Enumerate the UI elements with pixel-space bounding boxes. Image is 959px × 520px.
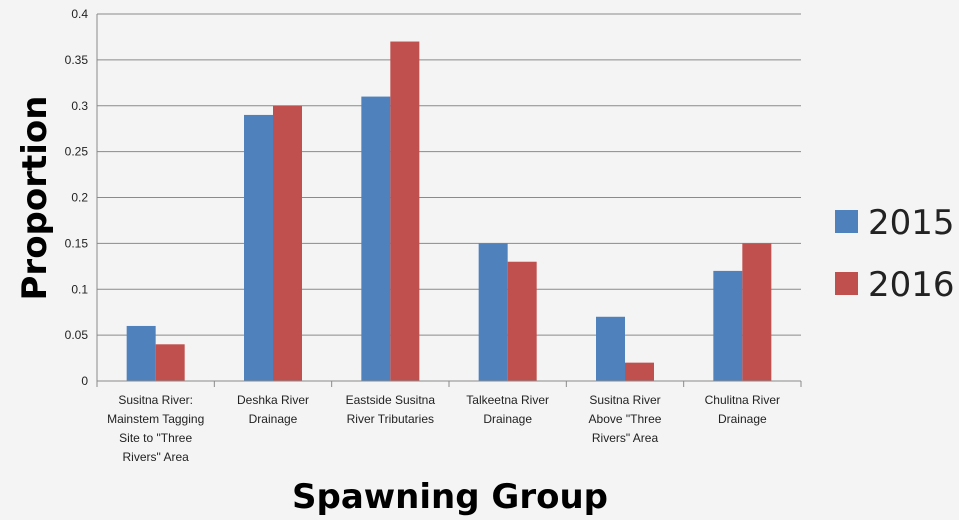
- x-category-labels: Susitna River: Mainstem Tagging Site to "T…: [107, 393, 780, 464]
- y-axis-title: Proportion: [15, 96, 55, 301]
- y-tick-labels: 0 0.05 0.1 0.15 0.2 0.25 0.3 0.35 0.4: [65, 7, 89, 388]
- bars: [126, 41, 772, 382]
- bar-2016-5: [742, 243, 772, 381]
- x-axis-title: Spawning Group: [292, 477, 608, 517]
- bar-2015-5: [713, 270, 743, 381]
- x-category-label: Rivers" Area: [592, 431, 659, 445]
- x-category-label: Rivers" Area: [123, 450, 190, 464]
- bar-2015-4: [596, 316, 625, 381]
- legend-label-2016: 2016: [868, 265, 955, 305]
- bar-2016-3: [507, 261, 537, 381]
- y-tick-label: 0.05: [65, 328, 89, 342]
- y-tick-label: 0.25: [65, 145, 89, 159]
- bar-2016-1: [273, 105, 302, 381]
- x-category-label: Drainage: [483, 412, 532, 426]
- y-tick-label: 0.1: [71, 282, 88, 296]
- bar-2015-2: [361, 96, 391, 381]
- axes: [96, 14, 802, 387]
- legend-swatch-2016: [835, 272, 858, 295]
- x-category-label: Site to "Three: [119, 431, 192, 445]
- y-tick-label: 0.2: [71, 191, 88, 205]
- gridlines: [97, 13, 801, 336]
- y-tick-label: 0.35: [65, 53, 89, 67]
- x-category-label: Susitna River: [589, 393, 660, 407]
- legend-label-2015: 2015: [868, 203, 955, 243]
- x-category-label: Talkeetna River: [466, 393, 549, 407]
- x-category-label: Above "Three: [589, 412, 662, 426]
- x-category-label: Chulitna River: [705, 393, 780, 407]
- y-tick-label: 0.3: [71, 99, 88, 113]
- bar-2015-0: [126, 325, 156, 381]
- x-category-label: Mainstem Tagging: [107, 412, 204, 426]
- bar-2016-2: [390, 41, 420, 382]
- bar-2015-1: [244, 114, 273, 382]
- bar-2016-0: [155, 344, 185, 381]
- bar-2015-3: [478, 243, 508, 381]
- y-tick-label: 0.15: [65, 236, 89, 250]
- x-category-label: Susitna River:: [118, 393, 193, 407]
- y-tick-label: 0.4: [71, 7, 88, 21]
- x-category-label: Deshka River: [237, 393, 309, 407]
- x-category-label: River Tributaries: [347, 412, 434, 426]
- x-category-label: Drainage: [718, 412, 767, 426]
- y-tick-label: 0: [81, 374, 88, 388]
- legend-swatch-2015: [835, 210, 858, 233]
- bar-2016-4: [625, 362, 654, 381]
- legend: 2015 2016: [835, 203, 955, 305]
- x-category-label: Drainage: [249, 412, 298, 426]
- x-category-label: Eastside Susitna: [346, 393, 436, 407]
